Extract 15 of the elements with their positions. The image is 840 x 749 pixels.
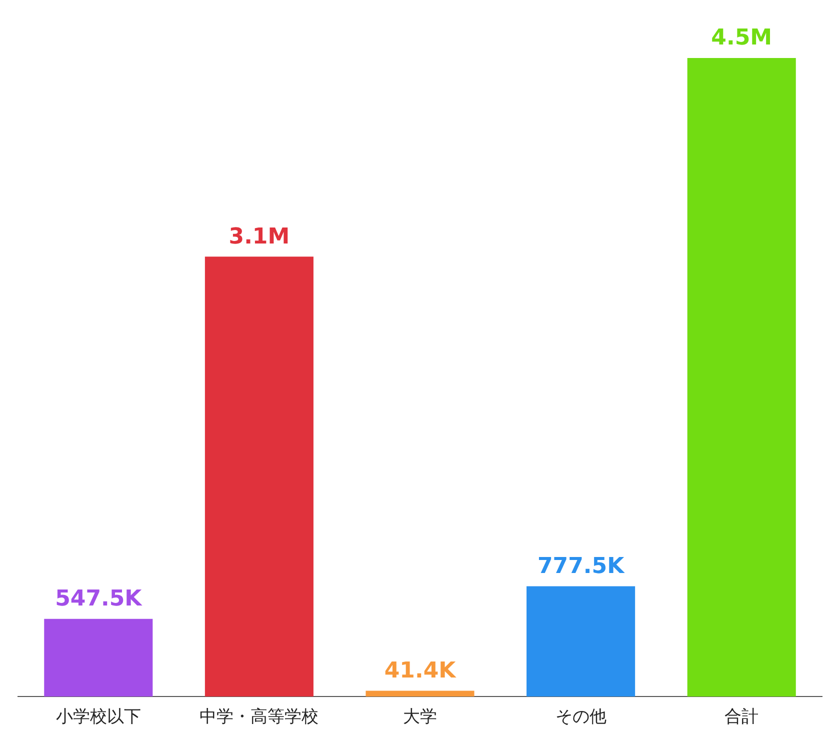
- bar: [366, 690, 474, 697]
- x-tick-label: その他: [555, 707, 606, 728]
- x-tick-label: 小学校以下: [56, 707, 141, 728]
- x-tick-label: 大学: [403, 707, 437, 728]
- bar: [526, 586, 636, 697]
- bar: [687, 58, 796, 697]
- data-label: 547.5K: [55, 586, 143, 612]
- data-label: 41.4K: [384, 658, 457, 684]
- data-label: 4.5M: [711, 26, 772, 51]
- x-tick-label: 中学・高等学校: [200, 707, 319, 728]
- data-label: 777.5K: [537, 554, 626, 579]
- x-tick-label: 合計: [724, 707, 759, 728]
- bar: [44, 618, 153, 697]
- data-label: 3.1M: [228, 224, 290, 250]
- bar: [204, 256, 314, 697]
